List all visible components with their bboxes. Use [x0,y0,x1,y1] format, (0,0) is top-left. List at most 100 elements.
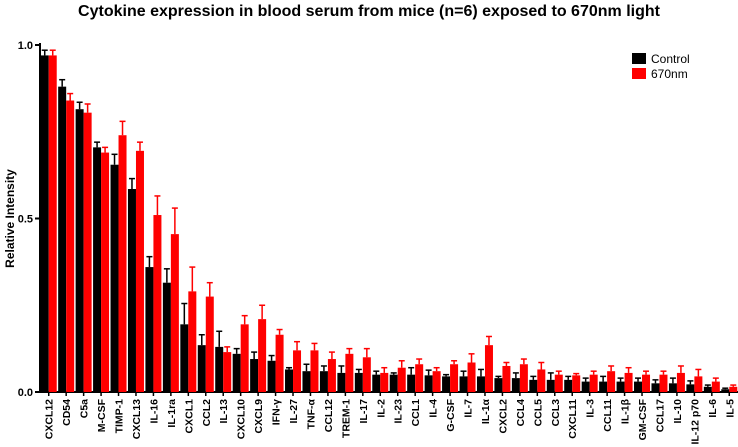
bar-670nm [188,291,197,392]
bar-control [668,383,677,392]
bar-control [599,381,608,392]
x-tick-label: IL-2 [375,399,387,418]
bar-670nm [397,367,406,392]
x-tick-label: IL-16 [148,399,160,424]
bar-control [319,371,328,392]
bar-670nm [467,362,476,392]
bar-670nm [694,376,703,392]
bar-control [529,379,538,392]
x-tick-label: IL-10 [672,399,684,424]
bar-670nm [502,365,511,392]
x-tick-label: IL-3 [585,399,597,418]
bar-670nm [135,150,144,392]
x-tick-label: TIMP-1 [114,399,126,434]
bar-670nm [432,371,441,392]
y-tick-label: 0.0 [18,387,33,399]
bar-control [250,359,259,392]
bar-670nm [293,350,302,392]
bar-670nm [537,369,546,392]
x-tick-label: CXCL2 [497,399,509,434]
bar-control [215,346,224,392]
x-tick-label: TREM-1 [340,399,352,438]
bar-control [110,164,119,392]
bar-670nm [101,152,110,392]
x-tick-label: CCL1 [410,399,422,427]
bar-control [302,371,311,392]
x-tick-label: M-CSF [96,398,108,432]
bar-670nm [554,374,563,392]
bar-control [40,55,49,392]
bar-control [232,353,241,392]
bar-670nm [240,324,249,392]
bar-control [372,374,381,392]
bar-control [75,109,84,392]
x-tick-label: CXCL12 [44,399,56,439]
bar-control [511,378,520,392]
bar-control [127,189,136,392]
x-tick-label: TNF-α [305,398,317,429]
bar-control [267,360,276,392]
bar-control [354,372,363,392]
bar-670nm [362,357,371,392]
chart-title: Cytokine expression in blood serum from … [78,3,660,20]
x-tick-label: IL-7 [463,399,475,418]
bar-670nm [450,364,459,392]
bar-control [459,376,468,392]
x-tick-label: CXCL11 [567,399,579,439]
x-tick-label: CCL12 [323,399,335,432]
bar-control [197,345,206,392]
bar-control [651,383,660,392]
bar-control [494,378,503,392]
bar-670nm [66,100,75,393]
x-tick-label: IL-23 [393,399,405,424]
x-tick-label: CXCL1 [183,399,195,434]
x-tick-label: CCL17 [654,399,666,432]
bar-670nm [310,350,319,392]
y-tick-label: 1.0 [18,40,33,52]
bar-control [703,386,712,392]
bar-control [58,86,67,392]
bar-control [564,379,573,392]
x-tick-label: G-CSF [445,398,457,431]
y-axis-label: Relative Intensity [3,169,17,268]
x-tick-label: CCL5 [532,399,544,427]
legend-label-control: Control [651,52,690,66]
x-tick-label: IL-17 [358,399,370,424]
bar-670nm [223,352,232,392]
bar-670nm [642,374,651,392]
bar-control [686,384,695,392]
bar-control [424,375,433,392]
legend-label-670nm: 670nm [651,67,688,81]
bar-670nm [153,215,162,392]
bar-control [93,147,102,392]
bar-670nm [345,353,354,392]
x-tick-label: CCL2 [201,399,213,427]
x-tick-label: CD54 [61,399,73,426]
x-tick-label: CXCL13 [131,399,143,439]
bar-control [634,381,643,392]
bar-control [285,369,294,392]
x-tick-label: IL-13 [218,399,230,424]
x-tick-label: IFN-γ [271,399,283,425]
bar-670nm [48,55,57,392]
bar-670nm [484,345,493,392]
bar-control [337,372,346,392]
x-tick-label: IL-27 [288,399,300,424]
bar-670nm [205,296,214,392]
bar-670nm [589,374,598,392]
y-tick-label: 0.5 [18,214,33,226]
bar-control [162,282,171,392]
x-tick-label: GM-CSF [637,398,649,440]
bar-670nm [380,372,389,392]
x-tick-label: IL-1β [620,398,632,424]
bar-control [145,267,154,392]
bar-670nm [659,374,668,392]
bar-670nm [415,364,424,392]
bar-670nm [83,112,92,392]
x-tick-label: IL-12 p70 [689,399,701,445]
bar-670nm [258,319,267,392]
x-tick-label: C5a [79,399,91,418]
bar-control [180,324,189,392]
x-tick-label: IL-1α [480,398,492,424]
bar-control [442,376,451,392]
